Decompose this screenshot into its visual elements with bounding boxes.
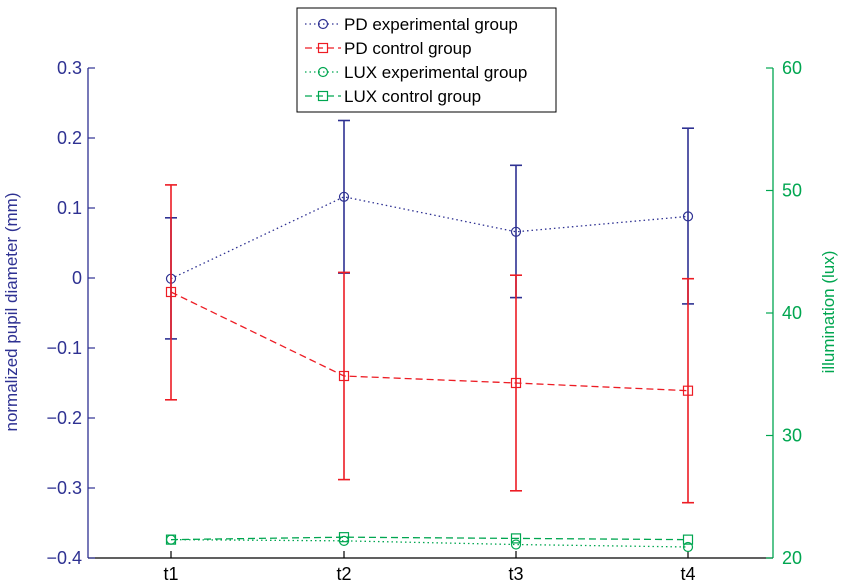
data-point (682, 211, 694, 222)
legend-swatch-marker (317, 66, 329, 78)
data-point (338, 370, 350, 382)
plot-area: −0.4 −0.3 −0.2 −0.1 0 0.1 0.2 0.3 20 30 40 50 60 t1 t2… (46, 7, 802, 584)
legend-entry-label: LUX experimental group (344, 63, 527, 82)
legend-swatch-marker (317, 42, 329, 54)
x-tick-label: t2 (336, 564, 351, 584)
legend-swatch-marker (317, 90, 329, 102)
data-point (510, 539, 522, 550)
y-left-tick-label: 0 (72, 268, 82, 288)
legend-entry-label: PD control group (344, 39, 472, 58)
data-point (682, 541, 694, 553)
series-line-1 (170, 291, 689, 392)
y-left-tick-label: 0.3 (57, 58, 82, 78)
y-right-tick-label: 30 (782, 426, 802, 446)
series-line-0 (170, 196, 689, 280)
y-left-tick-label: −0.3 (46, 478, 82, 498)
y-axis-left-title: normalized pupil diameter (mm) (2, 192, 21, 431)
y-right-tick-label: 40 (782, 303, 802, 323)
series-line-3 (170, 536, 689, 541)
y-right-tick-label: 60 (782, 58, 802, 78)
y-right-tick-label: 50 (782, 181, 802, 201)
data-point (682, 385, 694, 396)
data-point (510, 377, 522, 389)
data-point (338, 191, 350, 202)
data-point (165, 286, 177, 298)
y-left-tick-label: −0.1 (46, 338, 82, 358)
legend-entry-label: PD experimental group (344, 15, 518, 34)
series-line-2 (170, 538, 689, 548)
data-point (165, 534, 177, 545)
y-left-tick-label: 0.1 (57, 198, 82, 218)
y-left-tick-label: 0.2 (57, 128, 82, 148)
legend-swatch-marker (317, 18, 329, 30)
y-left-tick-label: −0.2 (46, 408, 82, 428)
legend-entry-label: LUX control group (344, 87, 481, 106)
data-point (338, 532, 350, 543)
legend-box (296, 7, 557, 113)
data-point (510, 533, 522, 544)
y-right-tick-label: 20 (782, 548, 802, 568)
y-axis-right-title: illumination (lux) (819, 251, 838, 374)
y-left-tick-label: −0.4 (46, 548, 82, 568)
x-tick-label: t1 (163, 564, 178, 584)
data-point (510, 226, 522, 237)
x-tick-label: t3 (508, 564, 523, 584)
x-tick-label: t4 (680, 564, 695, 584)
data-point (682, 534, 694, 545)
